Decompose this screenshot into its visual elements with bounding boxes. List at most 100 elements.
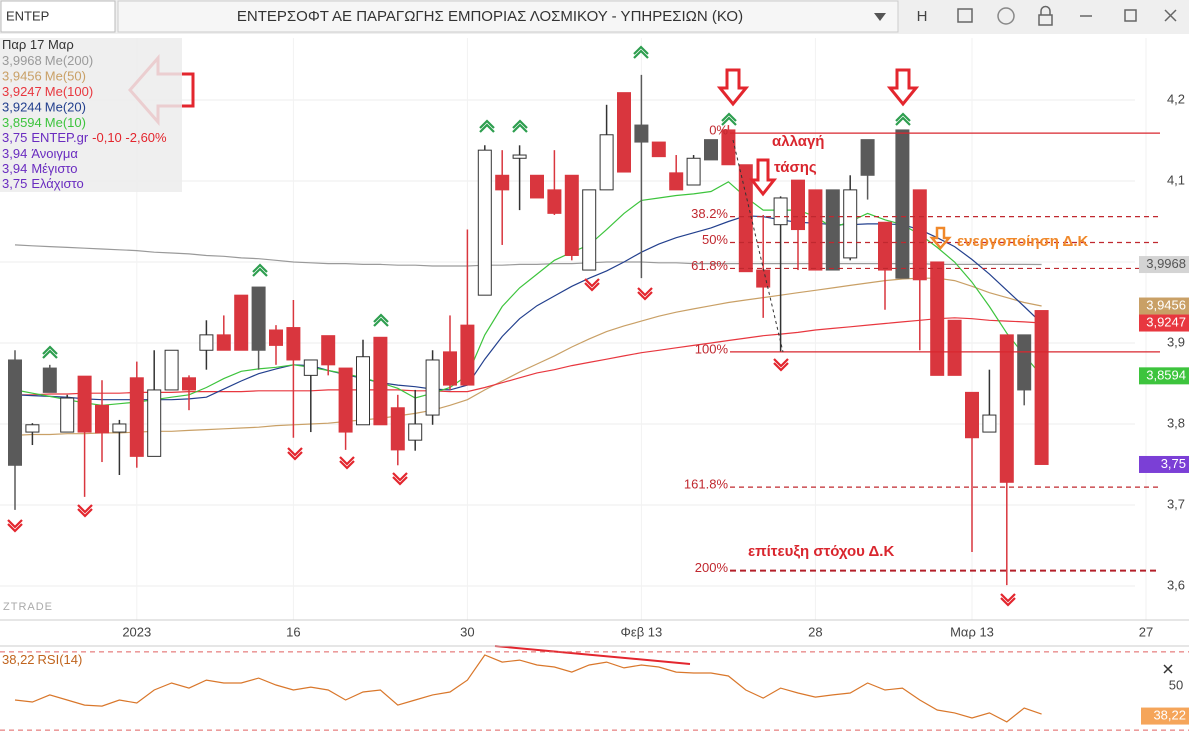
symbol: ENTEP (6, 8, 49, 23)
candle-body (756, 269, 771, 288)
lock-icon[interactable] (1038, 14, 1053, 26)
fib-level-label: 0% (709, 123, 728, 138)
candle-body (425, 359, 440, 416)
down-arrow (886, 68, 920, 107)
candle-body (651, 141, 666, 158)
candle-body (112, 423, 127, 433)
candle-body (42, 367, 57, 393)
candle-body (477, 149, 492, 296)
rsi-label: 38,22 (1153, 707, 1186, 722)
candle-body (599, 134, 614, 191)
rsi-name: RSI(14) (38, 652, 83, 667)
info-label: Ελάχιστο (31, 176, 83, 191)
annotation: τάσης (774, 159, 817, 176)
swing-line (732, 139, 784, 353)
info-name: Me(10) (45, 115, 86, 130)
candle-body (982, 414, 997, 433)
info-date: Παρ 17 Μαρ (2, 37, 74, 52)
h-button[interactable]: H (917, 8, 928, 25)
candle-body (808, 189, 823, 271)
candle-body (860, 139, 875, 176)
info-value: 3,75 (2, 176, 27, 191)
info-name: Me(200) (45, 53, 93, 68)
signal-down (287, 447, 303, 461)
info-line: 3,9247 Me(100) (2, 84, 93, 99)
candle-body (965, 391, 979, 439)
candle-body (338, 367, 353, 433)
y-tick-label: 3,8 (1167, 415, 1185, 430)
candle-body (182, 377, 196, 391)
signal-down (637, 287, 653, 301)
price-label-box (1139, 314, 1189, 332)
candle-body (1017, 334, 1032, 391)
candle-body (164, 349, 179, 391)
info-value: 3,9247 (2, 84, 42, 99)
candle-body (999, 334, 1014, 483)
signal-up (42, 345, 58, 359)
candle-body (547, 189, 562, 214)
window-icon[interactable] (957, 8, 973, 23)
info-value: 3,8594 (2, 115, 42, 130)
title-box[interactable] (117, 0, 899, 33)
info-value: 3,94 (2, 161, 27, 176)
candle-body (895, 129, 910, 279)
candle-body (582, 189, 597, 271)
candle-body (930, 261, 945, 376)
candle-body (60, 397, 75, 433)
candle-body (234, 294, 249, 351)
candle-body (773, 197, 788, 226)
candle-body (147, 389, 162, 457)
price-label: 3,9968 (1146, 256, 1186, 271)
candle-body (843, 189, 858, 259)
info-value: 3,9968 (2, 53, 42, 68)
fib-level-label: 61.8% (691, 258, 728, 273)
signal-up (373, 313, 389, 327)
candle-body (321, 335, 336, 366)
fib-level-label: 38.2% (691, 206, 728, 221)
candle-body (512, 154, 527, 159)
candle-body (912, 189, 927, 281)
signal-up (633, 45, 649, 59)
candle-body (129, 377, 144, 457)
candle-body (408, 423, 423, 441)
orange-arrow (929, 226, 952, 250)
signal-up (512, 119, 528, 133)
divergence-line (494, 645, 691, 665)
close-panel-button[interactable] (1163, 664, 1173, 674)
candle-body (738, 164, 753, 273)
signal-down (1000, 593, 1016, 607)
candle-body (686, 157, 701, 186)
signal-down (7, 519, 23, 533)
price-label-box (1139, 367, 1189, 385)
fib-level-label: 200% (695, 560, 729, 575)
info-line: 3,9968 Me(200) (2, 53, 93, 68)
info-symbol: ENTEP.gr (31, 130, 89, 145)
candle-body (199, 334, 214, 351)
info-panel (0, 38, 182, 192)
maximize-button[interactable] (1124, 9, 1137, 22)
price-label: 3,8594 (1146, 367, 1186, 382)
symbol-box[interactable] (0, 0, 116, 33)
info-line: 3,9244 Me(20) (2, 100, 86, 115)
candle-body (303, 359, 318, 376)
candle-body (8, 359, 22, 466)
comment-icon[interactable] (997, 7, 1015, 25)
signal-down (392, 472, 408, 486)
moving-average-line (14, 181, 1043, 406)
y-tick-label: 3,6 (1167, 577, 1185, 592)
candle-body (95, 404, 109, 434)
signal-up (721, 112, 737, 126)
info-line: 3,94 Μέγιστο (2, 161, 78, 176)
candle-body (1034, 310, 1049, 465)
candle-body (77, 375, 92, 433)
signal-up (895, 112, 911, 126)
instrument-title: ΕΝΤΕΡΣΟΦΤ ΑΕ ΠΑΡΑΓΩΓΗΣ ΕΜΠΟΡΙΑΣ ΛΟΣΜΙΚΟΥ… (237, 8, 743, 25)
dropdown-icon[interactable] (874, 13, 886, 21)
y-tick-label: 4,1 (1167, 172, 1185, 187)
annotation: αλλαγή (772, 133, 824, 150)
fib-level-label: 50% (702, 232, 728, 247)
down-arrow (748, 158, 778, 197)
y-tick-label: 4,2 (1167, 91, 1185, 106)
close-button[interactable] (1164, 9, 1177, 22)
